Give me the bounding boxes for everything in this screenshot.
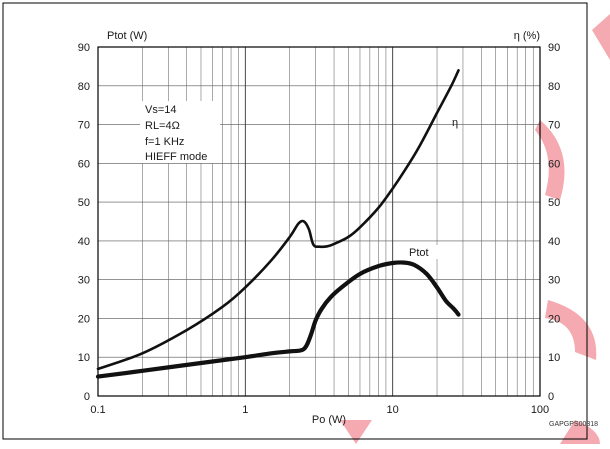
condition-f: f=1 KHz	[145, 136, 184, 148]
right-tick-label: 0	[548, 391, 554, 403]
series-label-eta: η	[452, 117, 458, 129]
x-axis-title: Po (W)	[312, 414, 346, 426]
plot-area-border	[97, 46, 541, 397]
x-tick-label: 10	[387, 404, 399, 416]
right-tick-label: 30	[548, 275, 560, 287]
series-line-ptot	[95, 260, 461, 379]
left-tick-label: 90	[78, 42, 90, 54]
series-group	[95, 69, 461, 379]
right-tick-label: 50	[548, 197, 560, 209]
right-tick-label: 20	[548, 313, 560, 325]
condition-vs: Vs=14	[145, 104, 177, 116]
watermark-fragment	[592, 14, 610, 60]
series-line-eta	[96, 69, 460, 371]
condition-mode: HIEFF mode	[145, 151, 207, 163]
x-tick-label: 1	[242, 404, 248, 416]
right-tick-label: 60	[548, 158, 560, 170]
right-tick-label: 10	[548, 352, 560, 364]
left-tick-label: 20	[78, 313, 90, 325]
left-axis-title: Ptot (W)	[107, 30, 147, 42]
left-tick-label: 0	[84, 391, 90, 403]
left-tick-label: 30	[78, 275, 90, 287]
watermark-fragment	[535, 120, 565, 200]
left-axis-ticks: 0 10 20 30 40 50 60 70 80 90	[78, 42, 90, 403]
left-tick-label: 60	[78, 158, 90, 170]
right-tick-label: 90	[548, 42, 560, 54]
left-tick-label: 70	[78, 120, 90, 132]
x-tick-label: 0.1	[90, 404, 105, 416]
left-tick-label: 50	[78, 197, 90, 209]
left-tick-label: 80	[78, 81, 90, 93]
right-axis-title: η (%)	[514, 30, 540, 42]
x-axis-ticks: 0.1 1 10 100	[90, 404, 549, 416]
right-tick-label: 40	[548, 236, 560, 248]
figure-code: GAPGPS00318	[549, 421, 598, 428]
watermark-fragment	[340, 420, 372, 444]
watermark-shapes	[340, 14, 610, 444]
condition-rl: RL=4Ω	[145, 120, 180, 132]
ptot-label-bg	[404, 245, 438, 259]
watermark-fragment	[545, 300, 597, 360]
right-axis-ticks: 0 10 20 30 40 50 60 70 80 90	[548, 42, 560, 403]
right-tick-label: 80	[548, 81, 560, 93]
outer-border	[2, 2, 588, 440]
watermark-fragment	[560, 420, 600, 444]
conditions-box	[140, 101, 220, 163]
right-tick-label: 70	[548, 120, 560, 132]
left-tick-label: 40	[78, 236, 90, 248]
left-tick-label: 10	[78, 352, 90, 364]
series-label-ptot: Ptot	[409, 247, 429, 259]
x-tick-label: 100	[531, 404, 549, 416]
